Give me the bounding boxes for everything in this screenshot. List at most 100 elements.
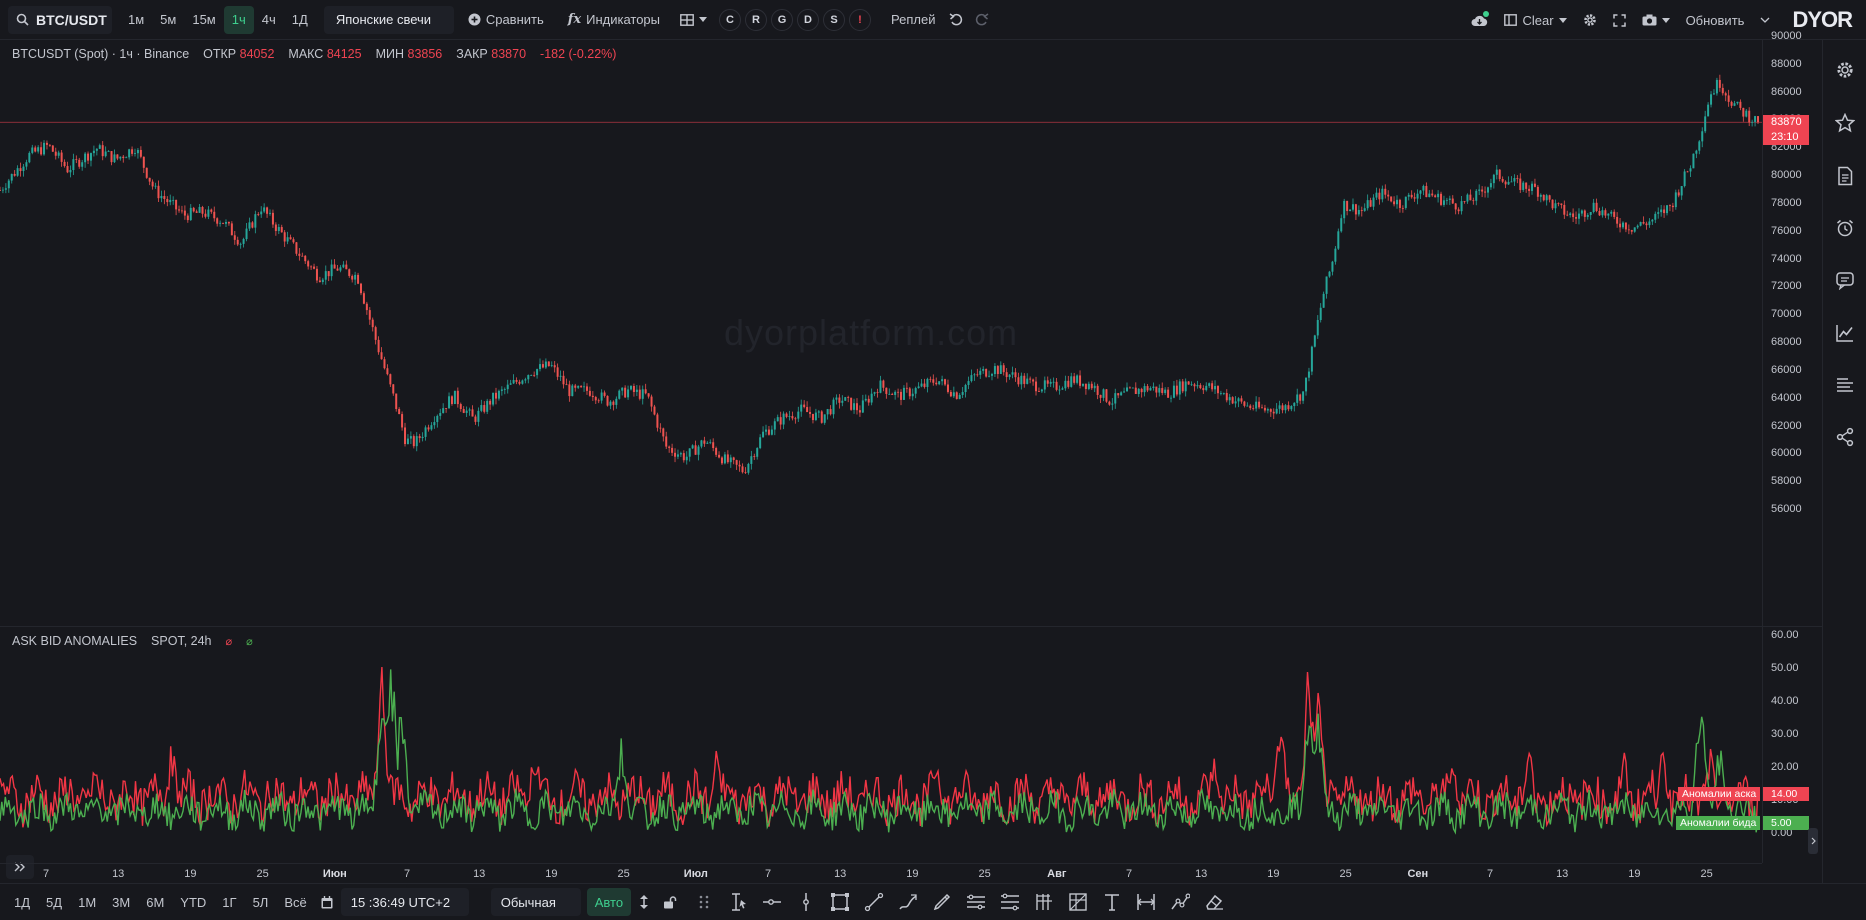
- alarm-clock-icon[interactable]: [1835, 218, 1855, 238]
- refresh-button[interactable]: Обновить: [1685, 12, 1745, 28]
- price-tick: 90000: [1771, 30, 1802, 42]
- compare-button[interactable]: Сравнить: [460, 6, 552, 34]
- candle-body: [671, 447, 674, 453]
- range-3m[interactable]: 3М: [112, 894, 131, 910]
- settings-button[interactable]: [1575, 6, 1605, 34]
- range-1m[interactable]: 1М: [78, 894, 97, 910]
- pane-separator[interactable]: [0, 626, 1822, 627]
- timeframe-4h[interactable]: 4ч: [261, 12, 276, 27]
- range-1y[interactable]: 1Г: [222, 894, 237, 910]
- price-chart[interactable]: [0, 40, 1762, 626]
- tool-pen[interactable]: [925, 885, 959, 919]
- vertical-arrows-icon[interactable]: [639, 895, 649, 909]
- tool-fib-time[interactable]: [1027, 885, 1061, 919]
- indicator-tick: 60.00: [1771, 629, 1799, 641]
- tool-eraser[interactable]: [1197, 885, 1231, 919]
- letter-g-button[interactable]: G: [771, 8, 794, 31]
- chat-icon[interactable]: [1835, 270, 1855, 290]
- candle-body: [1117, 393, 1120, 396]
- legend-title[interactable]: BTCUSDT (Spot) · 1ч · Binance: [12, 47, 190, 61]
- camera-icon: [1642, 14, 1657, 26]
- order-book-icon[interactable]: [1835, 375, 1855, 395]
- price-axis[interactable]: 9000088000860008400082000800007800076000…: [1762, 30, 1822, 626]
- letter-s-button[interactable]: S: [823, 8, 846, 31]
- timeframe-1m[interactable]: 1м: [128, 12, 145, 27]
- indicator-title[interactable]: ASK BID ANOMALIES: [12, 634, 138, 648]
- tool-brush[interactable]: [891, 885, 925, 919]
- dyor-logo[interactable]: DYOR: [1792, 7, 1853, 32]
- expand-toolbar-button[interactable]: [6, 855, 34, 879]
- candle-body: [524, 379, 527, 381]
- range-5d[interactable]: 5Д: [46, 894, 63, 910]
- candle-body: [949, 391, 952, 397]
- trend-chart-icon[interactable]: [1835, 323, 1855, 343]
- range-1d[interactable]: 1Д: [14, 894, 31, 910]
- candle-body: [101, 145, 104, 157]
- candle-body: [1645, 223, 1648, 226]
- share-icon[interactable]: [1835, 427, 1855, 447]
- layout-button[interactable]: Clear: [1496, 6, 1574, 34]
- letter-c-button[interactable]: C: [719, 8, 742, 31]
- tool-horizontal-ray[interactable]: [755, 885, 789, 919]
- fullscreen-button[interactable]: [1605, 6, 1634, 34]
- candle-body: [1272, 411, 1275, 414]
- tool-text[interactable]: [1095, 885, 1129, 919]
- candle-body: [917, 386, 920, 389]
- candle-body: [1131, 387, 1134, 389]
- more-button[interactable]: [1752, 6, 1778, 34]
- auto-scale-button[interactable]: Авто: [586, 888, 632, 916]
- tool-parallel-channel[interactable]: [959, 885, 993, 919]
- tool-rectangle[interactable]: [823, 885, 857, 919]
- undo-button[interactable]: [943, 6, 969, 34]
- redo-button[interactable]: [969, 6, 995, 34]
- screenshot-button[interactable]: [1634, 6, 1678, 34]
- candle-body: [1598, 211, 1601, 216]
- alert-button[interactable]: !: [849, 8, 872, 31]
- range-5y[interactable]: 5Л: [252, 894, 269, 910]
- layout-grid-button[interactable]: [672, 6, 715, 34]
- candle-body: [1739, 101, 1742, 108]
- drag-handle[interactable]: [687, 885, 721, 919]
- candle-body: [1686, 171, 1689, 173]
- range-6m[interactable]: 6М: [146, 894, 165, 910]
- unlock-icon[interactable]: [663, 895, 677, 909]
- chart-type-select[interactable]: Японские свечи: [323, 5, 454, 34]
- candle-body: [169, 199, 172, 203]
- candle-body: [1096, 385, 1099, 395]
- tool-vertical-line[interactable]: [789, 885, 823, 919]
- collapse-panel-button[interactable]: [1808, 828, 1818, 854]
- letter-d-button[interactable]: D: [797, 8, 820, 31]
- tool-gann-box[interactable]: [1061, 885, 1095, 919]
- fx-icon: fx: [567, 12, 582, 27]
- candle-body: [785, 413, 788, 417]
- timeframe-1d[interactable]: 1Д: [291, 12, 308, 27]
- document-icon[interactable]: [1835, 166, 1855, 186]
- timeframe-5m[interactable]: 5м: [160, 12, 177, 27]
- symbol-search[interactable]: BTC/USDT: [8, 5, 112, 34]
- tool-cursor[interactable]: [721, 885, 755, 919]
- time-tick: Авг: [1047, 868, 1067, 880]
- clock-timezone[interactable]: 15 :36:49 UTC+2: [340, 888, 469, 916]
- replay-button[interactable]: Реплей: [891, 12, 936, 27]
- tool-fib-retracement[interactable]: [993, 885, 1027, 919]
- candle-body: [1281, 405, 1284, 411]
- indicator-chart[interactable]: [0, 627, 1762, 863]
- settings-gear-icon[interactable]: [1835, 60, 1855, 80]
- scale-mode-select[interactable]: Обычная: [490, 888, 581, 916]
- timeframe-1h[interactable]: 1ч: [223, 5, 254, 34]
- range-all[interactable]: Всё: [284, 894, 307, 910]
- candle-body: [1149, 388, 1152, 391]
- tool-trend-line[interactable]: [857, 885, 891, 919]
- tool-path[interactable]: [1163, 885, 1197, 919]
- candle-body: [585, 386, 588, 391]
- calendar-icon[interactable]: [321, 895, 333, 909]
- tool-measure[interactable]: [1129, 885, 1163, 919]
- indicators-button[interactable]: fx Индикаторы: [560, 6, 668, 34]
- cloud-save-button[interactable]: [1463, 6, 1496, 34]
- range-ytd[interactable]: YTD: [180, 894, 207, 910]
- timeframe-15m[interactable]: 15м: [192, 12, 216, 27]
- letter-r-button[interactable]: R: [745, 8, 768, 31]
- time-axis[interactable]: 7 13 19 25 Июн 7 13 19 25 Июл 7 13 19 25 Авг 7 13 19 25 Сен…: [0, 863, 1762, 883]
- star-icon[interactable]: [1835, 113, 1855, 133]
